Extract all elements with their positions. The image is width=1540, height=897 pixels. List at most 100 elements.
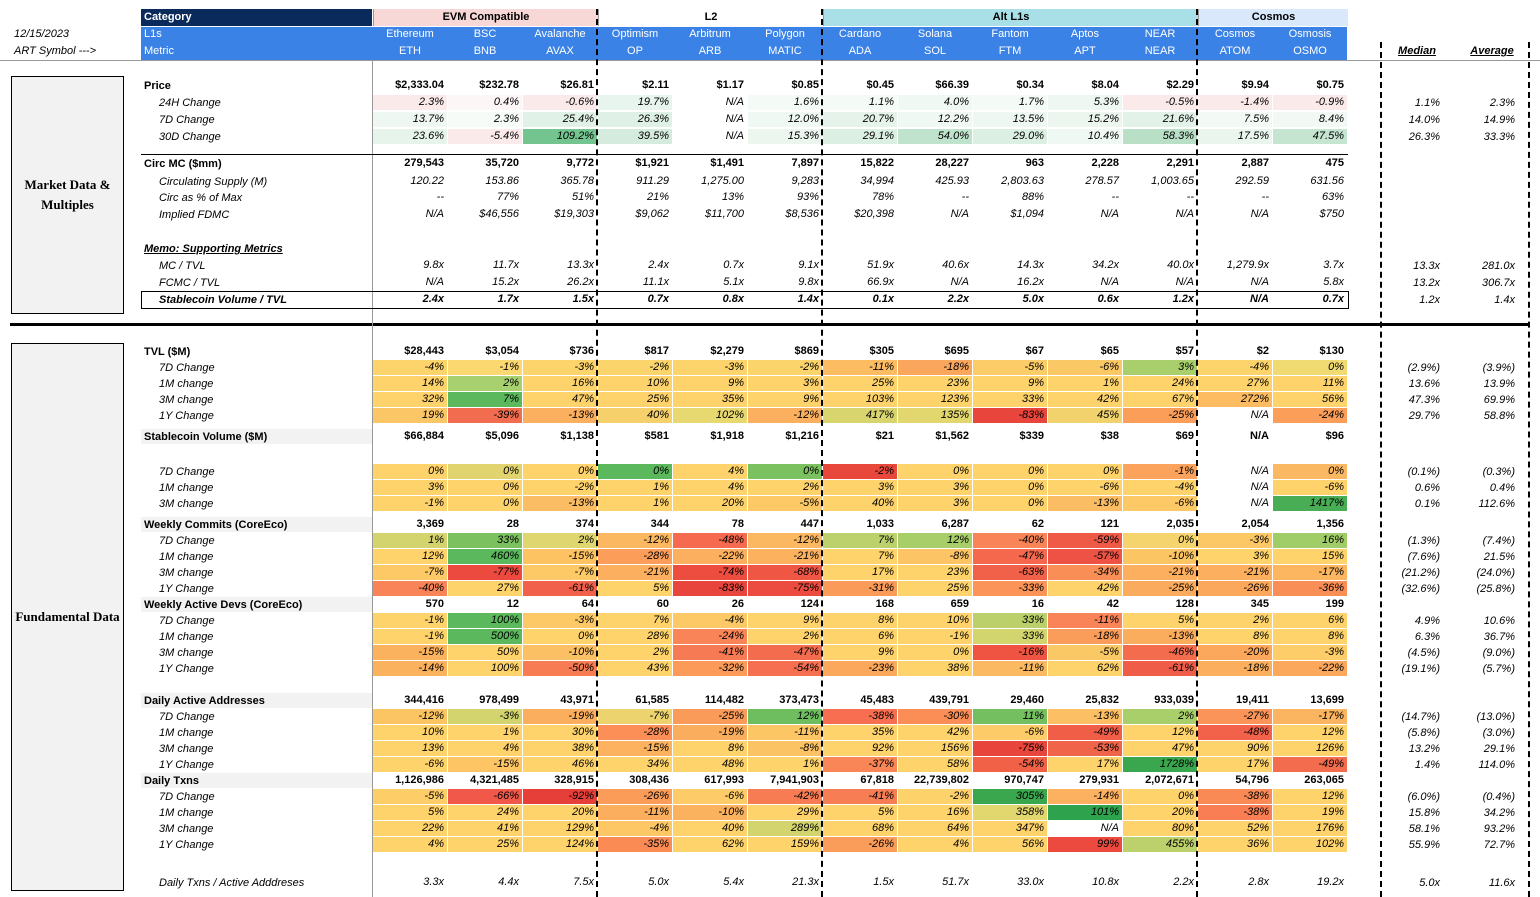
row-label: Circ as % of Max — [159, 192, 243, 204]
data-cell: 35% — [823, 725, 897, 740]
data-cell: -11% — [1048, 613, 1122, 628]
data-cell: 4% — [373, 837, 447, 852]
row-label: 3M change — [159, 567, 214, 579]
data-cell: 29.0% — [973, 129, 1047, 144]
data-cell: 88% — [1021, 191, 1044, 203]
data-cell: 16% — [898, 805, 972, 820]
chain-header-bar — [141, 27, 1347, 60]
data-cell: -26% — [598, 789, 672, 804]
data-cell: 15.3% — [748, 129, 822, 144]
data-cell: 90% — [1198, 741, 1272, 756]
data-cell: 66.9x — [867, 276, 894, 288]
data-cell: 17% — [1198, 757, 1272, 772]
average-value: (9.0%) — [1482, 647, 1515, 659]
data-cell: -49% — [1048, 725, 1122, 740]
data-cell: N/A — [950, 208, 969, 220]
row-label: 7D Change — [159, 535, 215, 547]
data-cell: $38 — [1100, 430, 1119, 442]
data-cell: 12% — [1123, 725, 1197, 740]
chain-symbol: SOL — [923, 45, 946, 57]
data-cell: 417% — [823, 408, 897, 423]
art-symbol-label: ART Symbol ---> — [14, 45, 97, 57]
median-value: 6.3% — [1414, 631, 1440, 643]
data-cell: -3% — [673, 360, 747, 375]
median-value: (1.3%) — [1407, 535, 1440, 547]
data-cell: 11.1x — [642, 276, 669, 288]
data-cell: 0.6x — [1097, 293, 1119, 305]
data-cell: $28,443 — [404, 345, 444, 357]
data-cell: 24% — [448, 805, 522, 820]
median-header: Median — [1398, 45, 1436, 57]
row-label: Stablecoin Volume ($M) — [144, 431, 268, 443]
data-cell: 27% — [448, 581, 522, 596]
median-value: (4.5%) — [1407, 647, 1440, 659]
data-cell: 3% — [373, 480, 447, 495]
data-cell: -14% — [1048, 789, 1122, 804]
data-cell: N/A — [1100, 208, 1119, 220]
median-value: 55.9% — [1408, 839, 1440, 851]
data-cell: 1% — [1048, 376, 1122, 391]
data-cell: $11,700 — [705, 208, 744, 220]
data-cell: 2.2x — [1173, 876, 1194, 888]
data-cell: -11% — [598, 805, 672, 820]
data-cell: 278.57 — [1085, 175, 1119, 187]
data-cell: 47% — [523, 392, 597, 407]
data-cell: 23% — [898, 565, 972, 580]
data-cell: 328,915 — [554, 774, 594, 786]
data-cell: -5% — [373, 789, 447, 804]
data-cell: 0% — [448, 480, 522, 495]
data-cell: 7,897 — [791, 157, 819, 169]
average-value: (3.9%) — [1482, 362, 1515, 374]
data-cell: $1,918 — [710, 430, 744, 442]
data-cell: 12% — [748, 709, 822, 724]
median-value: 58.1% — [1408, 823, 1440, 835]
data-cell: 51.7x — [942, 876, 969, 888]
data-cell: 1.5x — [572, 293, 594, 305]
data-cell: 8.4% — [1273, 112, 1347, 127]
data-cell: 9.1x — [798, 259, 819, 271]
data-cell: 3,369 — [416, 518, 444, 530]
average-value: 72.7% — [1483, 839, 1515, 851]
data-cell: 47.5% — [1273, 129, 1347, 144]
data-cell: $2.11 — [642, 79, 669, 91]
data-cell: 51% — [571, 191, 594, 203]
row-label: 1Y Change — [159, 663, 214, 675]
data-cell: 16% — [1273, 533, 1347, 548]
row-label: 1M change — [159, 727, 214, 739]
data-cell: 1.7x — [497, 293, 519, 305]
data-cell: 78% — [871, 191, 894, 203]
row-label: Stablecoin Volume / TVL — [159, 294, 287, 306]
data-cell: -4% — [673, 613, 747, 628]
data-cell: 42% — [1048, 581, 1122, 596]
data-cell: -66% — [448, 789, 522, 804]
data-cell: $1,094 — [1010, 208, 1044, 220]
data-cell: 12% — [898, 533, 972, 548]
data-cell: 4,321,485 — [470, 774, 519, 786]
data-cell: 34% — [598, 757, 672, 772]
row-label: 7D Change — [159, 362, 215, 374]
data-cell: 25% — [598, 392, 672, 407]
data-cell: 67% — [1123, 392, 1197, 407]
data-cell: -36% — [1273, 581, 1347, 596]
data-cell: 2,291 — [1166, 157, 1194, 169]
data-cell: 373,473 — [779, 694, 819, 706]
data-cell: 447 — [800, 518, 819, 530]
data-cell: 9,283 — [791, 175, 819, 187]
data-cell: -- — [436, 191, 444, 203]
data-cell: -6% — [673, 789, 747, 804]
data-cell: 10% — [373, 725, 447, 740]
data-cell: -47% — [748, 645, 822, 660]
data-cell: $66,884 — [404, 430, 444, 442]
data-cell: $1,138 — [560, 430, 594, 442]
median-value: (7.6%) — [1407, 551, 1440, 563]
row-label: 1Y Change — [159, 839, 214, 851]
row-label: 7D Change — [159, 114, 215, 126]
data-cell: 40% — [598, 408, 672, 423]
data-cell: 19,411 — [1235, 694, 1269, 706]
data-cell: 19% — [373, 408, 447, 423]
data-cell: $9.94 — [1241, 79, 1269, 91]
data-cell: 5% — [373, 805, 447, 820]
data-cell: 0.7x — [647, 293, 669, 305]
data-cell: 13.3x — [567, 259, 594, 271]
data-cell: 6% — [1273, 613, 1347, 628]
